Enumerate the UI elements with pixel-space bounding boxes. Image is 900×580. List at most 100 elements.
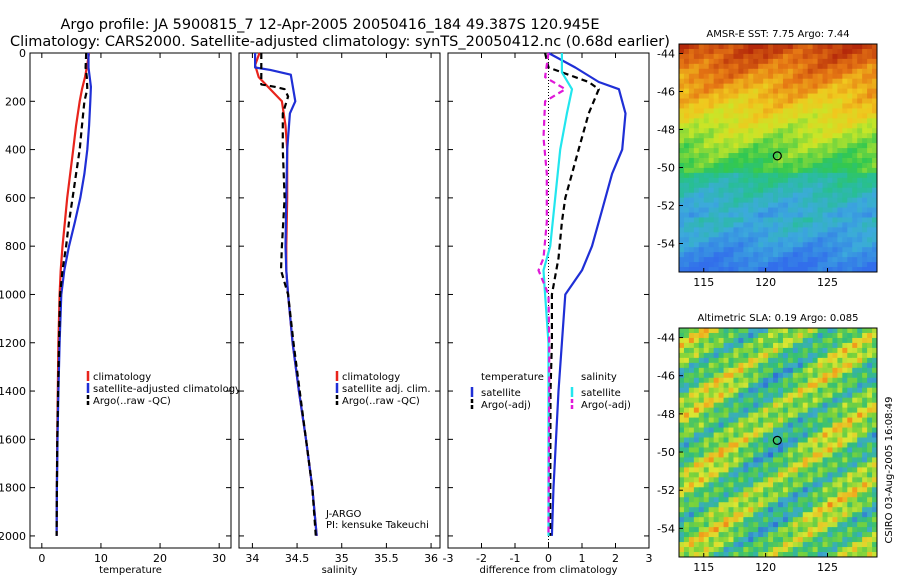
heatmap-cell (748, 402, 754, 409)
heatmap-cell (743, 153, 749, 159)
heatmap-cell (797, 192, 804, 199)
heatmap-cell (792, 93, 799, 100)
heatmap-cell (852, 372, 858, 379)
heatmap-cell (753, 113, 759, 119)
heatmap-cell (832, 332, 838, 339)
heatmap-cell (778, 83, 784, 90)
heatmap-cell (698, 462, 705, 468)
heatmap-cell (773, 472, 779, 478)
heatmap-cell (832, 222, 838, 228)
heatmap-cell (688, 347, 695, 354)
heatmap-cell (842, 187, 848, 194)
heatmap-cell (822, 492, 829, 498)
heatmap-cell (773, 437, 779, 444)
heatmap-cell (708, 477, 715, 483)
heatmap-cell (832, 522, 838, 528)
heatmap-cell (713, 437, 720, 444)
heatmap-cell (797, 347, 804, 354)
heatmap-cell (867, 417, 873, 424)
heatmap-cell (763, 177, 769, 184)
heatmap-cell (787, 217, 794, 224)
y-tick-label: -50 (657, 162, 675, 175)
heatmap-cell (679, 217, 685, 224)
heatmap-cell (842, 442, 848, 449)
heatmap-cell (748, 58, 754, 65)
heatmap-cell (787, 527, 794, 533)
heatmap-cell (733, 158, 739, 164)
heatmap-cell (713, 387, 720, 394)
heatmap-cell (683, 83, 690, 90)
heatmap-cell (723, 103, 730, 110)
heatmap-cell (698, 118, 705, 124)
heatmap-cell (713, 138, 720, 144)
heatmap-cell (847, 477, 853, 483)
heatmap-cell (857, 192, 863, 199)
heatmap-cell (797, 158, 804, 164)
heatmap-cell (679, 162, 685, 169)
heatmap-cell (713, 397, 720, 404)
heatmap-cell (738, 192, 744, 199)
heatmap-cell (773, 93, 779, 100)
heatmap-cell (782, 357, 789, 364)
heatmap-cell (862, 232, 868, 238)
heatmap-cell (807, 532, 814, 538)
heatmap-cell (827, 347, 834, 354)
heatmap-cell (679, 143, 685, 149)
heatmap-cell (832, 407, 838, 414)
heatmap-cell (688, 138, 695, 144)
heatmap-cell (817, 153, 824, 159)
heatmap-cell (718, 487, 725, 493)
heatmap-cell (787, 522, 794, 528)
heatmap-cell (763, 48, 769, 55)
heatmap-cell (817, 58, 824, 65)
heatmap-cell (748, 502, 754, 508)
heatmap-cell (723, 93, 730, 100)
heatmap-cell (733, 482, 739, 488)
x-tick-label: 125 (817, 276, 838, 289)
legend-group-label: salinity (581, 372, 617, 383)
heatmap-cell (797, 482, 804, 488)
heatmap-cell (679, 402, 685, 409)
heatmap-cell (679, 552, 685, 557)
heatmap-cell (733, 437, 739, 444)
heatmap-cell (778, 532, 784, 538)
heatmap-cell (743, 143, 749, 149)
heatmap-cell (753, 547, 759, 553)
heatmap-cell (832, 547, 838, 553)
heatmap-cell (773, 167, 779, 174)
heatmap-cell (827, 103, 834, 110)
heatmap-cell (837, 182, 843, 189)
heatmap-cell (807, 407, 814, 414)
heatmap-cell (703, 53, 710, 60)
heatmap-cell (688, 417, 695, 424)
heatmap-cell (758, 212, 764, 219)
heatmap-cell (817, 517, 824, 523)
heatmap-cell (857, 432, 863, 439)
heatmap-cell (713, 412, 720, 419)
heatmap-cell (807, 537, 814, 543)
heatmap-cell (837, 382, 843, 389)
heatmap-cell (802, 542, 809, 548)
heatmap-cell (693, 342, 700, 349)
heatmap-cell (817, 512, 824, 518)
heatmap-cell (733, 532, 739, 538)
heatmap-cell (758, 492, 764, 498)
heatmap-cell (857, 382, 863, 389)
heatmap-cell (693, 328, 700, 334)
heatmap-cell (817, 402, 824, 409)
heatmap-cell (703, 352, 710, 359)
heatmap-cell (812, 507, 819, 513)
heatmap-cell (773, 507, 779, 513)
heatmap-cell (773, 397, 779, 404)
heatmap-cell (857, 337, 863, 344)
heatmap-cell (778, 162, 784, 169)
heatmap-cell (679, 138, 685, 144)
map-frame (678, 43, 878, 273)
heatmap-cell (842, 467, 848, 473)
heatmap-cell (797, 537, 804, 543)
heatmap-cell (867, 88, 873, 95)
heatmap-cell (703, 123, 710, 129)
heatmap-cell (862, 48, 868, 55)
heatmap-cell (748, 417, 754, 424)
